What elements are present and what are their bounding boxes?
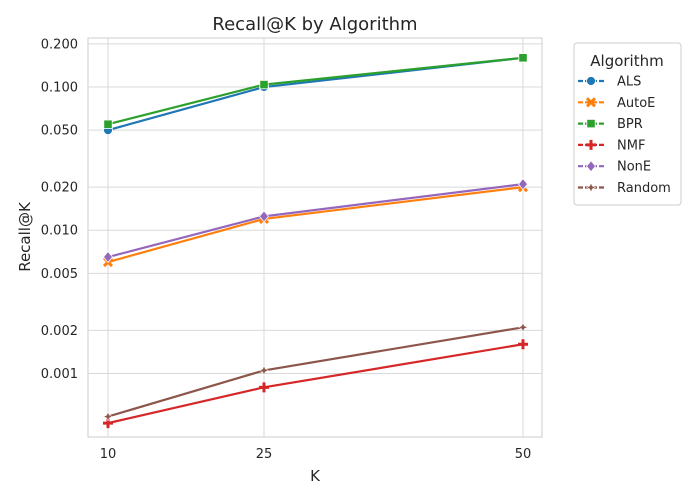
x-tick-label: 10	[100, 447, 117, 462]
series-bpr	[103, 53, 528, 129]
legend-item-random: Random	[578, 181, 671, 196]
series-none	[102, 177, 529, 264]
legend-title: Algorithm	[590, 52, 663, 70]
y-tick-label: 0.100	[41, 81, 78, 96]
legend: Algorithm ALS AutoE BPR NMF NonE Random	[573, 42, 682, 206]
series-nmf	[103, 339, 528, 429]
series-lines	[102, 52, 529, 429]
legend-marker-none	[585, 160, 597, 173]
y-tick-label: 0.005	[41, 267, 78, 282]
data-point-random	[258, 365, 270, 376]
y-tick-label: 0.001	[41, 367, 78, 382]
x-tick-label: 50	[515, 447, 532, 462]
legend-box	[573, 42, 682, 206]
y-tick-label: 0.200	[41, 37, 78, 52]
data-point-bpr	[103, 119, 113, 129]
legend-marker-autoe	[585, 97, 597, 108]
data-point-none	[517, 177, 529, 191]
data-point-nmf	[518, 339, 528, 350]
legend-label-random: Random	[617, 181, 671, 196]
legend-label-als: ALS	[617, 75, 641, 90]
legend-item-none: NonE	[578, 160, 651, 175]
data-point-none	[258, 210, 270, 223]
data-point-random	[102, 411, 114, 422]
y-tick-label: 0.050	[41, 124, 78, 139]
legend-label-nmf: NMF	[617, 138, 645, 153]
legend-marker-nmf	[586, 139, 596, 150]
x-tick-label: 25	[256, 447, 273, 462]
legend-marker-random	[585, 182, 597, 193]
data-point-random	[517, 322, 529, 333]
data-point-none	[102, 250, 114, 264]
legend-label-bpr: BPR	[617, 117, 643, 132]
legend-marker-bpr	[586, 119, 596, 129]
plot-area	[87, 37, 543, 438]
series-random	[102, 322, 529, 422]
grid-lines	[88, 38, 542, 437]
legend-item-nmf: NMF	[578, 138, 645, 153]
legend-label-none: NonE	[617, 160, 651, 175]
y-tick-label: 0.020	[41, 181, 78, 196]
axis-ticks: 10 25 50 0.001 0.002 0.005 0.010 0.020 0.050 0.10…	[41, 37, 531, 462]
legend-item-autoe: AutoE	[578, 96, 655, 111]
chart-title: Recall@K by Algorithm	[212, 14, 417, 35]
y-tick-label: 0.002	[41, 324, 78, 339]
y-tick-label: 0.010	[41, 224, 78, 239]
legend-item-bpr: BPR	[578, 117, 643, 132]
legend-marker-als	[586, 76, 596, 86]
data-point-bpr	[518, 53, 528, 63]
data-point-bpr	[259, 79, 269, 90]
legend-item-als: ALS	[578, 75, 641, 90]
data-point-nmf	[259, 382, 269, 393]
x-axis-title: K	[310, 467, 321, 485]
y-axis-title: Recall@K	[16, 201, 34, 272]
legend-label-autoe: AutoE	[617, 96, 655, 111]
